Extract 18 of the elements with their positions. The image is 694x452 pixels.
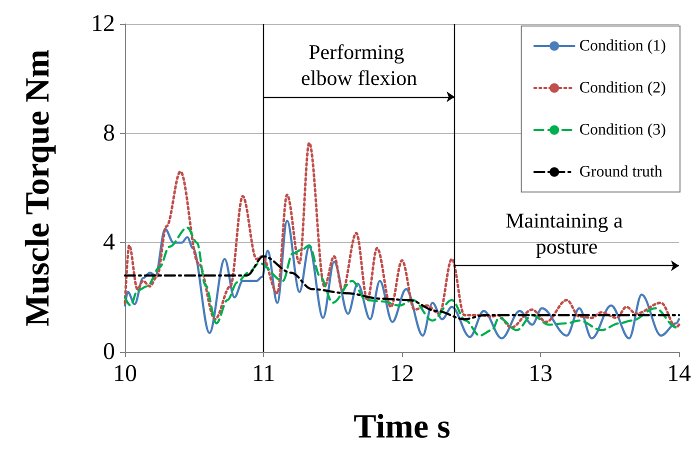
y-tick-label: 8 bbox=[103, 120, 115, 146]
x-tick-label: 11 bbox=[252, 361, 276, 387]
x-axis-title: Time s bbox=[354, 408, 450, 446]
legend-label: Condition (1) bbox=[579, 38, 666, 54]
y-axis-title: Muscle Torque Nm bbox=[20, 49, 56, 327]
legend-label: Condition (2) bbox=[579, 80, 666, 96]
annotation: Performing elbow flexion bbox=[301, 40, 418, 90]
x-tick-label: 10 bbox=[113, 361, 137, 387]
x-tick-label: 12 bbox=[390, 361, 414, 387]
annotation: Maintaining a posture bbox=[506, 208, 628, 259]
y-tick-label: 0 bbox=[103, 339, 115, 365]
y-tick-label: 12 bbox=[91, 11, 115, 37]
x-tick-label: 14 bbox=[667, 361, 691, 387]
legend-label: Ground truth bbox=[579, 164, 662, 180]
line-series bbox=[124, 142, 680, 329]
y-tick-label: 4 bbox=[103, 230, 115, 256]
legend-label: Condition (3) bbox=[579, 122, 666, 138]
x-tick-label: 13 bbox=[528, 361, 552, 387]
